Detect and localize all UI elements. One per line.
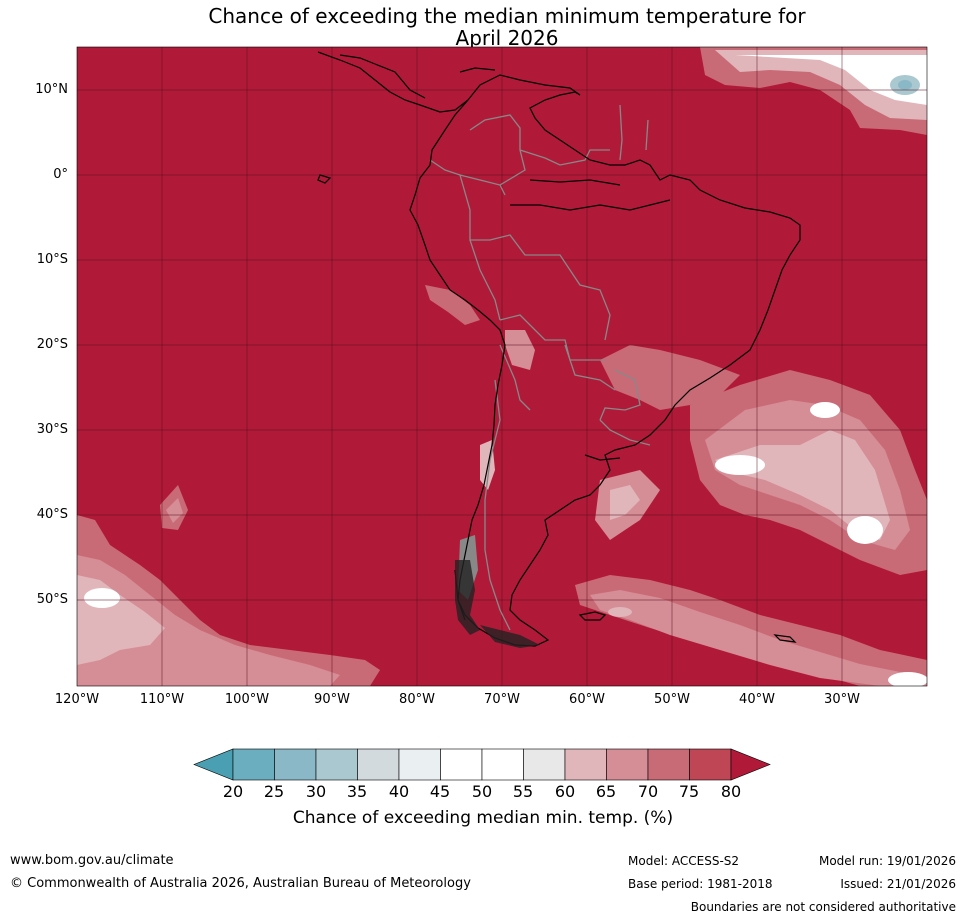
colorbar-segment (523, 748, 566, 781)
colorbar-label: Chance of exceeding median min. temp. (%… (292, 808, 674, 828)
contour-patch-southatlantic (575, 345, 927, 686)
colorbar-tick: 50 (471, 782, 493, 801)
lat-label-50s: 50°S (36, 592, 68, 607)
lon-label-70w: 70°W (484, 692, 520, 707)
colorbar-segment (689, 748, 732, 781)
colorbar-arrow-high (730, 748, 771, 781)
model-text: Model: ACCESS-S2 (628, 854, 740, 868)
lat-label-10n: 10°N (35, 82, 68, 97)
colorbar-segment (481, 748, 524, 781)
lon-label-50w: 50°W (654, 692, 690, 707)
contour-patch-inland (425, 285, 535, 600)
contour-patch-southpacific (77, 485, 380, 686)
map-title-line2: April 2026 (455, 26, 559, 50)
country-borders (429, 104, 651, 631)
lon-label-120w: 120°W (54, 692, 100, 707)
lat-label-10s: 10°S (36, 252, 68, 267)
colorbar-tick: 35 (346, 782, 368, 801)
colorbar-tick: 30 (305, 782, 327, 801)
falkland-islands (578, 611, 607, 621)
model-run-text: Model run: 19/01/2026 (818, 854, 956, 868)
colorbar (193, 748, 771, 781)
colorbar-segment (647, 748, 690, 781)
colorbar-segment (357, 748, 400, 781)
central-america-coast (317, 51, 581, 113)
colorbar-tick: 45 (429, 782, 451, 801)
lat-label-20s: 20°S (36, 337, 68, 352)
colorbar-segment (398, 748, 441, 781)
colorbar-segment (564, 748, 607, 781)
colorbar-tick: 65 (595, 782, 617, 801)
colorbar-tick: 60 (554, 782, 576, 801)
colorbar-tick: 25 (263, 782, 285, 801)
lon-label-30w: 30°W (824, 692, 860, 707)
lon-label-110w: 110°W (139, 692, 185, 707)
lon-label-40w: 40°W (739, 692, 775, 707)
base-period-text: Base period: 1981-2018 (628, 877, 773, 891)
lat-label-40s: 40°S (36, 507, 68, 522)
amazon-delta (510, 199, 671, 211)
lon-label-80w: 80°W (399, 692, 435, 707)
copyright-text: © Commonwealth of Australia 2026, Austra… (10, 876, 471, 891)
colorbar-segment (440, 748, 483, 781)
lon-label-60w: 60°W (569, 692, 605, 707)
lat-label-0: 0° (53, 167, 68, 182)
colorbar-arrow-low (193, 748, 234, 781)
colorbar-tick: 75 (678, 782, 700, 801)
website-link[interactable]: www.bom.gov.au/climate (10, 853, 174, 868)
map-title: Chance of exceeding the median minimum t… (77, 5, 937, 49)
colorbar-tick: 70 (637, 782, 659, 801)
south-america-coast (409, 91, 801, 647)
gridlines (77, 47, 927, 686)
colorbar-segment (232, 748, 275, 781)
colorbar-tick: 20 (222, 782, 244, 801)
coastlines (317, 51, 801, 647)
colorbar-tick: 80 (720, 782, 742, 801)
issued-text: Issued: 21/01/2026 (840, 877, 956, 891)
colorbar-tick: 55 (512, 782, 534, 801)
lon-label-90w: 90°W (314, 692, 350, 707)
colorbar-segment (606, 748, 649, 781)
colorbar-tick: 40 (388, 782, 410, 801)
lat-label-30s: 30°S (36, 422, 68, 437)
map-frame (76, 46, 928, 687)
map-title-line1: Chance of exceeding the median minimum t… (208, 4, 806, 28)
colorbar-segment (274, 748, 317, 781)
lon-label-100w: 100°W (224, 692, 270, 707)
probability-contours (77, 47, 927, 686)
disclaimer-text: Boundaries are not considered authoritat… (690, 900, 956, 914)
chile-archipelago (455, 560, 540, 648)
colorbar-segment (315, 748, 358, 781)
